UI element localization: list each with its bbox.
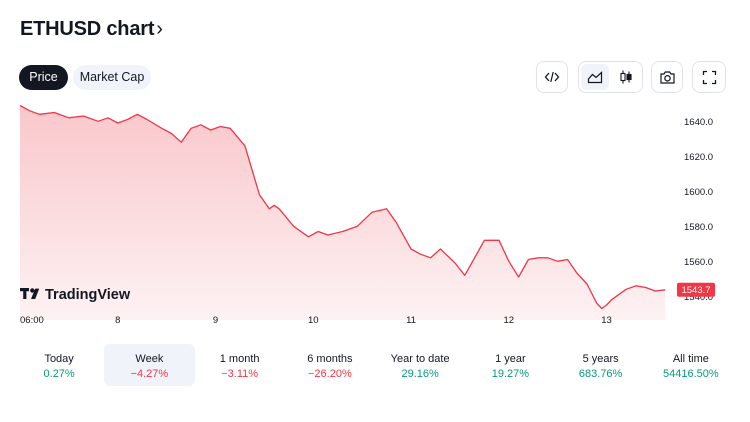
fullscreen-icon <box>702 70 716 84</box>
embed-code-icon <box>544 71 560 83</box>
area-style-button[interactable] <box>581 64 609 90</box>
range-change: 54416.50% <box>663 368 719 380</box>
page-title[interactable]: ETHUSD chart › <box>20 18 163 41</box>
x-tick-label: 13 <box>601 315 612 326</box>
range-1-year[interactable]: 1 year 19.27% <box>465 344 555 386</box>
price-chart[interactable]: 1540.0 1560.0 1580.0 1600.0 1620.0 1640.0 06:… <box>0 100 750 332</box>
y-axis: 1540.0 1560.0 1580.0 1600.0 1620.0 1640.0 <box>684 117 713 303</box>
range-change: 0.27% <box>43 368 75 380</box>
range-label: 5 years <box>582 353 619 365</box>
x-tick-label: 12 <box>504 315 515 326</box>
y-tick-label: 1540.0 <box>684 292 713 303</box>
x-tick-label: 11 <box>406 315 416 326</box>
range-label: Week <box>135 353 164 365</box>
page-title-text: ETHUSD chart <box>20 18 155 40</box>
range-all-time[interactable]: All time 54416.50% <box>646 344 736 386</box>
range-label: Year to date <box>390 353 450 365</box>
range-change: 19.27% <box>491 368 530 380</box>
range-6-months[interactable]: 6 months −26.20% <box>285 344 375 386</box>
range-1-month[interactable]: 1 month −3.11% <box>195 344 285 386</box>
range-week[interactable]: Week −4.27% <box>104 344 195 386</box>
tradingview-watermark: TradingView <box>20 287 131 303</box>
x-tick-label: 06:00 <box>20 315 44 326</box>
fullscreen-button[interactable] <box>692 61 726 93</box>
y-tick-label: 1600.0 <box>684 187 713 198</box>
range-label: 1 year <box>495 353 526 365</box>
candles-icon <box>620 70 632 84</box>
tab-market-cap[interactable]: Market Cap <box>73 65 151 90</box>
range-change: −26.20% <box>308 368 352 380</box>
range-label: All time <box>672 353 709 365</box>
last-price-label: 1543.7 <box>677 282 715 297</box>
candles-style-button[interactable] <box>612 64 640 90</box>
range-change: −3.11% <box>221 368 259 380</box>
range-change: −4.27% <box>130 368 169 380</box>
tradingview-logo-icon <box>20 288 40 299</box>
range-today[interactable]: Today 0.27% <box>14 344 104 386</box>
snapshot-button[interactable] <box>651 61 683 93</box>
chevron-right-icon: › <box>156 18 163 40</box>
last-price-badge <box>677 282 715 297</box>
tradingview-wordmark: TradingView <box>45 287 131 303</box>
range-selector: Today 0.27% Week −4.27% 1 month −3.11% 6… <box>14 344 736 386</box>
price-area <box>20 105 666 320</box>
camera-icon <box>659 70 675 84</box>
embed-code-button[interactable] <box>536 61 568 93</box>
range-label: 6 months <box>307 353 353 365</box>
x-axis: 06:00 8 9 10 11 12 13 <box>20 315 612 326</box>
tab-price[interactable]: Price <box>19 65 68 90</box>
range-change: 683.76% <box>578 368 623 380</box>
x-tick-label: 10 <box>308 315 319 326</box>
range-label: 1 month <box>219 353 260 365</box>
x-tick-label: 8 <box>115 315 120 326</box>
range-5-years[interactable]: 5 years 683.76% <box>556 344 646 386</box>
y-tick-label: 1620.0 <box>684 152 713 163</box>
chart-style-switch <box>578 61 643 93</box>
price-line <box>19 104 666 310</box>
range-year-to-date[interactable]: Year to date 29.16% <box>375 344 465 386</box>
last-price-text: 1543.7 <box>681 285 710 296</box>
area-chart-icon <box>587 71 603 84</box>
range-change: 29.16% <box>401 368 439 380</box>
y-tick-label: 1580.0 <box>684 222 713 233</box>
y-tick-label: 1560.0 <box>684 257 713 268</box>
x-tick-label: 9 <box>213 315 218 326</box>
y-tick-label: 1640.0 <box>684 117 713 128</box>
range-label: Today <box>44 353 74 365</box>
